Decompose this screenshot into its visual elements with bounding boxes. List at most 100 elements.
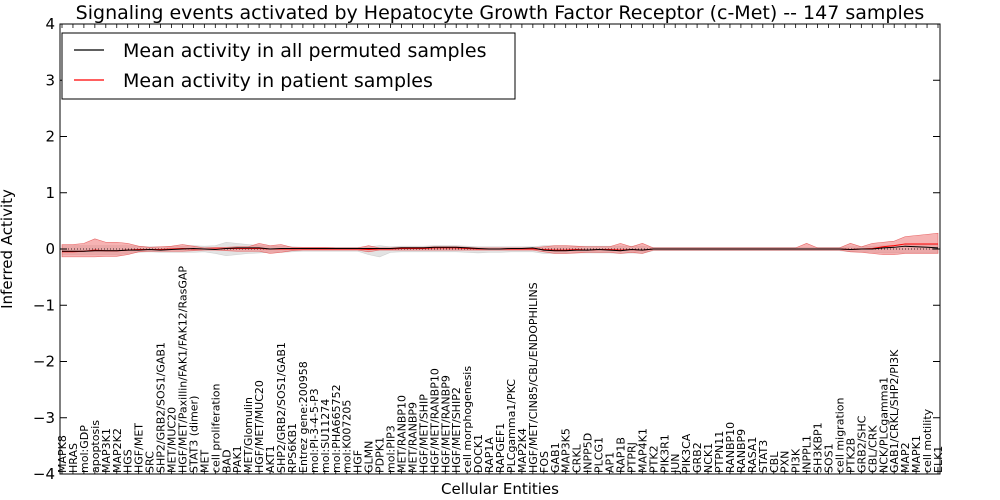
x-tick-label: HGF/MET/Paxillin/FAK1/FAK12/RasGAP — [176, 266, 189, 473]
y-tick-label: 4 — [45, 15, 55, 33]
x-tick-label: cell motility — [921, 408, 934, 473]
x-tick-label: PTK2B — [844, 438, 857, 473]
x-tick-label: RASA1 — [746, 437, 759, 473]
x-tick-label: RAP1B — [614, 437, 627, 473]
x-tick-label: HRAS — [67, 443, 80, 473]
x-tick-label: HGF/MET/MUC20 — [253, 380, 266, 473]
x-tick-label: HGF/MET/SHIP — [417, 394, 430, 473]
y-tick-label: −1 — [33, 296, 55, 314]
x-tick-label: RANBP9 — [735, 429, 748, 473]
x-tick-label: PIK3R1 — [658, 434, 671, 473]
x-tick-label: FOS — [538, 451, 551, 473]
x-tick-label: HGF/MET/SHIP2 — [450, 387, 463, 473]
x-tick-label: cell migration — [833, 397, 846, 473]
y-tick-label: −2 — [33, 353, 55, 371]
x-tick-label: MAPK8 — [56, 435, 69, 473]
legend: Mean activity in all permuted samples Me… — [61, 32, 516, 100]
y-tick-label: 3 — [45, 71, 55, 89]
x-tick-label: PTPN11 — [713, 431, 726, 473]
x-tick-label: MAPK1 — [910, 435, 923, 473]
x-tick-label: RPS6KB1 — [286, 423, 299, 473]
x-tick-label: HGF/MET/CIN85/CBL/ENDOPHILINS — [527, 282, 540, 473]
x-tick-label: MAP2K2 — [111, 428, 124, 473]
x-tick-label: apoptosis — [89, 420, 102, 473]
x-tick-label: mol:K007205 — [341, 400, 354, 473]
x-tick-label: RANBP10 — [724, 422, 737, 473]
x-tick-label: MET/Glomulin — [242, 397, 255, 473]
x-tick-label: HGF — [352, 450, 365, 473]
x-tick-label: mol:SU11274 — [319, 399, 332, 473]
y-axis-label: Inferred Activity — [0, 189, 16, 309]
x-tick-label: NCK1 — [702, 443, 715, 473]
x-tick-label: CBL/CRK — [866, 425, 879, 473]
series-line-permuted — [62, 245, 939, 252]
x-tick-label: RAP1A — [483, 437, 496, 473]
x-tick-label: GLMN — [363, 441, 376, 473]
x-tick-label: HGF/MET/RANBP9 — [439, 375, 452, 473]
x-tick-label: MAP3K5 — [560, 428, 573, 473]
x-tick-label: ELK1 — [932, 446, 945, 473]
x-tick-label: HGF/MET/RANBP10 — [428, 368, 441, 473]
x-tick-label: cell proliferation — [209, 383, 222, 473]
chart-title: Signaling events activated by Hepatocyte… — [76, 2, 925, 24]
x-tick-label: CRKL — [571, 443, 584, 473]
x-tick-label: cell morphogenesis — [461, 366, 474, 473]
x-tick-label: SOS1 — [823, 443, 836, 473]
y-tick-label: 0 — [45, 240, 55, 258]
x-tick-label: SHP2/GRB2/SOS1/GAB1 — [155, 342, 168, 473]
x-tick-label: Entrez gene:200958 — [297, 361, 310, 473]
x-tick-label: PLCgamma1/PKC — [505, 379, 518, 473]
x-tick-label: MAP2K4 — [516, 428, 529, 473]
x-tick-label: NCK/PLCgamma1 — [877, 377, 890, 473]
x-tick-label: mol:PIP3 — [385, 425, 398, 473]
x-tick-label: AKT1 — [264, 445, 277, 473]
x-tick-label: mol:PI-3-4-5-P3 — [308, 388, 321, 473]
y-tick-label: 2 — [45, 128, 55, 146]
x-tick-label: SRC — [144, 451, 157, 473]
x-tick-label: RAPGEF1 — [494, 423, 507, 473]
x-tick-label: AP1 — [604, 452, 617, 473]
x-tick-label: MET — [198, 450, 211, 473]
x-tick-label: mol:PHA665752 — [330, 384, 343, 473]
y-tick-label: 1 — [45, 184, 55, 202]
x-tick-label: INPPL1 — [801, 435, 814, 473]
x-tick-label: BAD — [220, 449, 233, 473]
x-tick-label: SH3KBP1 — [812, 422, 825, 473]
x-tick-label: HGF/MET — [133, 423, 146, 473]
x-tick-label: MAP2 — [899, 442, 912, 473]
x-tick-label: MET/MUC20 — [166, 407, 179, 473]
legend-box — [61, 32, 516, 100]
x-tick-label: mol:GDP — [78, 425, 91, 473]
x-tick-label: GRB2/SHC — [855, 415, 868, 473]
x-tick-label: PLCG1 — [593, 437, 606, 473]
x-tick-label: MAP4K1 — [636, 428, 649, 473]
x-tick-label: MET/RANBP9 — [406, 402, 419, 473]
x-tick-label: PIK3CA — [680, 433, 693, 473]
x-axis-label: Cellular Entities — [441, 480, 559, 498]
x-tick-label: PXN — [779, 451, 792, 473]
x-tick-label: SHP2/GRB2/SOS1/GAB1 — [275, 342, 288, 473]
x-tick-label: HGS — [122, 449, 135, 473]
x-tick-label: PTPRJ — [625, 442, 638, 473]
y-tick-label: −3 — [33, 409, 55, 427]
x-tick-label: PI3K — [790, 448, 803, 473]
x-tick-label: STAT3 — [757, 440, 770, 473]
x-tick-label: JUN — [669, 453, 682, 474]
x-tick-label: GAB1 — [549, 442, 562, 473]
x-tick-label: GRB2 — [691, 442, 704, 473]
x-tick-label: CBL — [768, 451, 781, 473]
y-tick-label: −4 — [33, 465, 55, 483]
x-tick-label: GAB1/CRKL/SHP2/PI3K — [888, 349, 901, 473]
x-tick-label: MET/RANBP10 — [395, 395, 408, 473]
x-tick-label: INPP5D — [582, 433, 595, 473]
x-tick-label: MAP3K1 — [100, 428, 113, 473]
x-tick-label: DOCK1 — [472, 434, 485, 473]
patient-band — [61, 232, 939, 258]
legend-label-permuted: Mean activity in all permuted samples — [123, 40, 486, 62]
x-tick-label: PTK2 — [647, 445, 660, 473]
x-tick-label: PDPK1 — [374, 437, 387, 473]
x-tick-label: STAT3 (dimer) — [187, 396, 200, 473]
x-tick-label: PAK1 — [231, 445, 244, 473]
plot-area: −4−3−2−101234MAPK8HRASmol:GDPapoptosisMA… — [33, 15, 945, 483]
